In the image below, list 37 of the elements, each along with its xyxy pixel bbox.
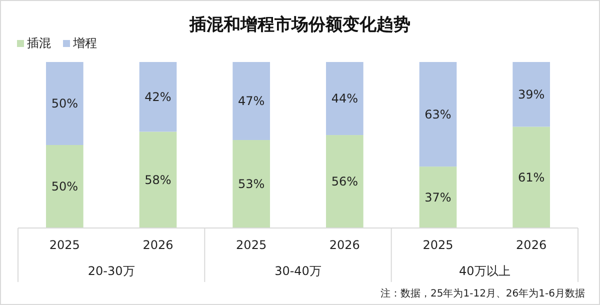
text: 注：数据，25年为1-12月、26年为1-6月数据 <box>380 288 585 300</box>
x-tick-label: 2026 <box>329 238 360 252</box>
bar <box>326 62 364 136</box>
bar <box>512 126 550 228</box>
data-label: 44% <box>331 92 358 106</box>
data-label: 42% <box>144 90 172 104</box>
bar <box>139 62 177 132</box>
bar <box>419 166 457 228</box>
data-label: 61% <box>518 170 545 185</box>
bar <box>419 62 457 167</box>
data-label: 37% <box>424 190 452 204</box>
x-tick-label: 2026 <box>142 238 174 252</box>
text: 30-40万 <box>274 264 322 278</box>
bar <box>46 62 84 145</box>
data-label: 53% <box>238 177 265 192</box>
bar <box>512 62 550 127</box>
data-label: 58% <box>144 173 172 188</box>
chart-title: 插混和增程市场份额变化趋势 <box>188 15 410 35</box>
x-tick-label: 2025 <box>422 238 454 252</box>
x-tick-label: 2025 <box>49 238 80 252</box>
x-tick-label: 2026 <box>516 238 547 252</box>
data-label: 63% <box>424 107 452 122</box>
data-label: 50% <box>51 180 78 194</box>
bar <box>46 145 84 228</box>
legend-label: 增程 <box>72 36 97 50</box>
legend-label: 插混 <box>27 36 51 50</box>
bar <box>326 135 364 228</box>
text: 20-30万 <box>88 264 135 278</box>
x-tick-label: 2025 <box>236 238 267 252</box>
data-label: 56% <box>331 174 358 189</box>
bar <box>232 140 270 228</box>
bar <box>139 132 177 228</box>
text: 40万以上 <box>459 264 510 278</box>
bar <box>232 62 270 140</box>
data-label: 47% <box>238 94 265 108</box>
data-label: 50% <box>51 96 78 111</box>
data-label: 39% <box>518 88 545 102</box>
